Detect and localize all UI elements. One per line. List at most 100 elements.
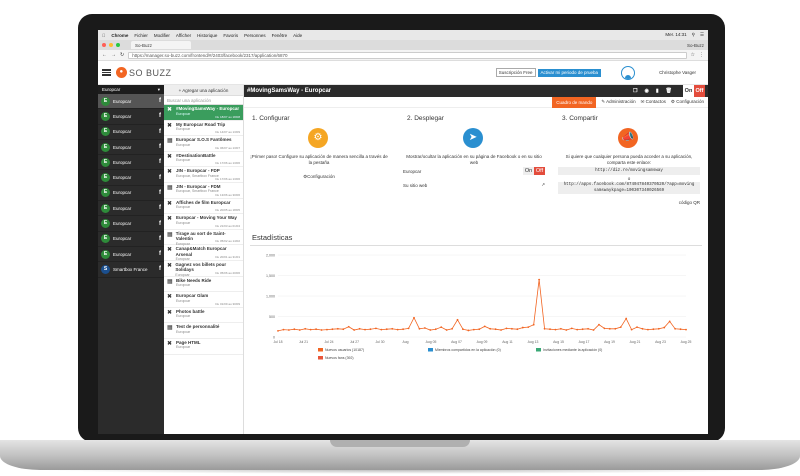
tab-config[interactable]: ⚙ Configuración <box>670 99 704 104</box>
data-point <box>619 326 622 329</box>
sidebar-item-account[interactable]: E Europcar f <box>98 109 164 125</box>
data-point <box>489 327 492 330</box>
tab-dashboard[interactable]: Cuadro de mando <box>552 96 597 108</box>
sidebar-item-account[interactable]: E Europcar f <box>98 216 164 232</box>
data-point <box>467 329 470 332</box>
legend-label[interactable]: Miembros compartidos en la aplicación (0… <box>435 348 501 352</box>
publish-toggle[interactable]: On Off <box>683 85 705 97</box>
forward-icon[interactable]: → <box>111 52 116 58</box>
qr-code-link[interactable]: código QR <box>678 200 700 205</box>
app-list-item[interactable]: ▦ Europcar S.O.S Fantômes Europcar Du 06/07… <box>164 136 243 152</box>
app-list-item[interactable]: ▦ Bike Needs Ride Europcar <box>164 277 243 293</box>
avatar[interactable] <box>621 65 636 80</box>
app-dates: Du 14/07 au 13/09 <box>215 130 240 135</box>
external-link-icon[interactable]: ↗ <box>541 182 545 187</box>
legend-label[interactable]: Nuevos fans (392) <box>325 356 354 360</box>
app-list-item[interactable]: ▦ Test de personnalité Europcar <box>164 323 243 339</box>
sidebar-item-label: Europcar <box>113 98 132 104</box>
back-icon[interactable]: ← <box>102 52 107 58</box>
menu-historique[interactable]: Historique <box>193 32 217 38</box>
sidebar-item-account[interactable]: E Europcar f <box>98 247 164 263</box>
facebook-url[interactable]: http://apps.facebook.com/874047840370520… <box>558 182 700 194</box>
app-list-item[interactable]: ▦ JIN - Europcar - FDM Europcar, Smartbox … <box>164 183 243 199</box>
account-selector[interactable]: Europcar ▾ <box>98 85 164 94</box>
sidebar-item-account[interactable]: E Europcar f <box>98 140 164 156</box>
sidebar-item-label: Europcar <box>113 159 132 165</box>
sidebar-item-label: Smartbox France <box>113 266 148 272</box>
data-point <box>527 326 530 329</box>
app-list-item[interactable]: ✖ #DestinationBattle Europcar Du 17/06 au 1… <box>164 152 243 168</box>
sidebar-item-label: Europcar <box>113 221 132 227</box>
sidebar-item-account[interactable]: E Europcar f <box>98 125 164 140</box>
sidebar-item-account[interactable]: E Europcar f <box>98 155 164 171</box>
legend-label[interactable]: Nuevos usuarios (10187) <box>325 348 364 352</box>
account-logo-icon: E <box>101 203 110 213</box>
hamburger-icon[interactable] <box>102 69 111 76</box>
tab-contacts[interactable]: ✉ Contactos <box>640 99 666 104</box>
app-list-item[interactable]: ✖ Canap&Match Europcar Arsenal Europcar Du … <box>164 245 243 261</box>
sidebar-item-account[interactable]: E Europcar f <box>98 186 164 202</box>
data-point <box>358 327 361 330</box>
legend-label[interactable]: Invitaciones mediante la aplicación (0) <box>543 348 602 352</box>
menu-fichier[interactable]: Fichier <box>131 32 148 38</box>
data-point <box>532 323 535 326</box>
search-icon[interactable]: ⚲ <box>691 32 695 37</box>
chart-icon: ▦ <box>167 278 173 285</box>
copy-icon[interactable]: ❐ <box>633 88 638 94</box>
tab-admin[interactable]: ✎ Administración <box>601 99 636 104</box>
menu-personnes[interactable]: Personnes <box>240 32 266 38</box>
menu-dots-icon[interactable]: ⋮ <box>699 52 704 58</box>
sidebar-item-account[interactable]: S Smartbox France f <box>98 262 164 278</box>
reload-icon[interactable]: ↻ <box>120 52 125 58</box>
app-list-item[interactable]: ▦ Tirage au sort de Saint-Valentin Europca… <box>164 230 243 246</box>
list-icon[interactable]: ☰ <box>699 32 704 37</box>
app-list-item[interactable]: ✖ Europcar - Moving Your Way Europcar Du 21… <box>164 214 243 230</box>
close-window-icon[interactable] <box>102 43 106 47</box>
menu-aide[interactable]: Aide <box>289 32 302 38</box>
app-list-item[interactable]: ✖ Photos battle Europcar <box>164 308 243 324</box>
config-link[interactable]: ⚙Configuración <box>303 174 335 179</box>
data-point <box>423 327 426 329</box>
menu-modifier[interactable]: Modifier <box>150 32 170 38</box>
delete-icon[interactable]: 🗑 <box>665 88 672 94</box>
menu-favoris[interactable]: Favoris <box>220 32 238 38</box>
sidebar-item-account[interactable]: E Europcar f <box>98 201 164 217</box>
url-input[interactable]: https://manager.so-buzz.com/frontend/#/2… <box>128 51 687 59</box>
star-icon[interactable]: ☆ <box>690 52 695 58</box>
sidebar-item-account[interactable]: E Europcar f <box>98 94 164 110</box>
tools-icon: ✖ <box>167 294 173 301</box>
browser-tab[interactable]: So-Buzz <box>131 41 191 49</box>
app-list-item[interactable]: ✖ JIN - Europcar - FDP Europcar, Smartbox … <box>164 167 243 183</box>
mobile-icon[interactable]: ▮ <box>655 88 659 94</box>
chart-icon: ▦ <box>167 184 173 191</box>
search-input[interactable]: Buscar una aplicación <box>164 96 243 105</box>
menu-afficher[interactable]: Afficher <box>172 32 191 38</box>
add-application-button[interactable]: + Agregar una aplicación <box>164 85 243 96</box>
divider <box>250 245 702 246</box>
app-list-item[interactable]: ✖ Gagnez vos billets pour Solidays Europca… <box>164 261 243 277</box>
menu-fenetre[interactable]: Fenêtre <box>268 32 288 38</box>
app-list-item[interactable]: ✖ Affiches de film Europcar Europcar Du 20/… <box>164 199 243 215</box>
eye-icon[interactable]: ◉ <box>644 88 649 94</box>
short-url[interactable]: http://diz.re/movingsamsway <box>558 167 700 175</box>
menu-chrome[interactable]: Chrome <box>108 32 128 38</box>
activate-trial-button[interactable]: Activar mi periodo de prueba <box>537 68 602 77</box>
data-point <box>315 328 317 331</box>
step2-title: 2. Desplegar <box>407 115 444 122</box>
sidebar-item-account[interactable]: E Europcar f <box>98 232 164 247</box>
tools-icon: ✖ <box>167 200 173 207</box>
apple-icon[interactable]:  <box>102 33 105 38</box>
sidebar-item-account[interactable]: E Europcar f <box>98 170 164 186</box>
app-list-item[interactable]: ✖ Page HTML Europcar <box>164 339 243 355</box>
zoom-window-icon[interactable] <box>116 43 120 47</box>
deploy-facebook-toggle[interactable]: On Off <box>523 167 545 175</box>
minimize-window-icon[interactable] <box>109 43 113 47</box>
app-list-item[interactable]: ✖ My Europcar Road Trip Europcar Du 14/07 a… <box>164 121 243 137</box>
app-list-item[interactable]: ✖ Europcar Glam Europcar Du 01/09 au 30/09 <box>164 292 243 308</box>
step3-title: 3. Compartir <box>562 115 598 122</box>
app-list-item[interactable]: ✖ #MovingSamsWay - Europcar Europcar Du 18/… <box>164 105 243 121</box>
user-name[interactable]: Christophe Vasger <box>659 70 696 75</box>
app-dates: Du 20/05 au 18/05 <box>215 208 240 213</box>
browser-profile[interactable]: So-Buzz <box>686 42 704 48</box>
x-tick-label: Jul 27 <box>350 340 359 344</box>
